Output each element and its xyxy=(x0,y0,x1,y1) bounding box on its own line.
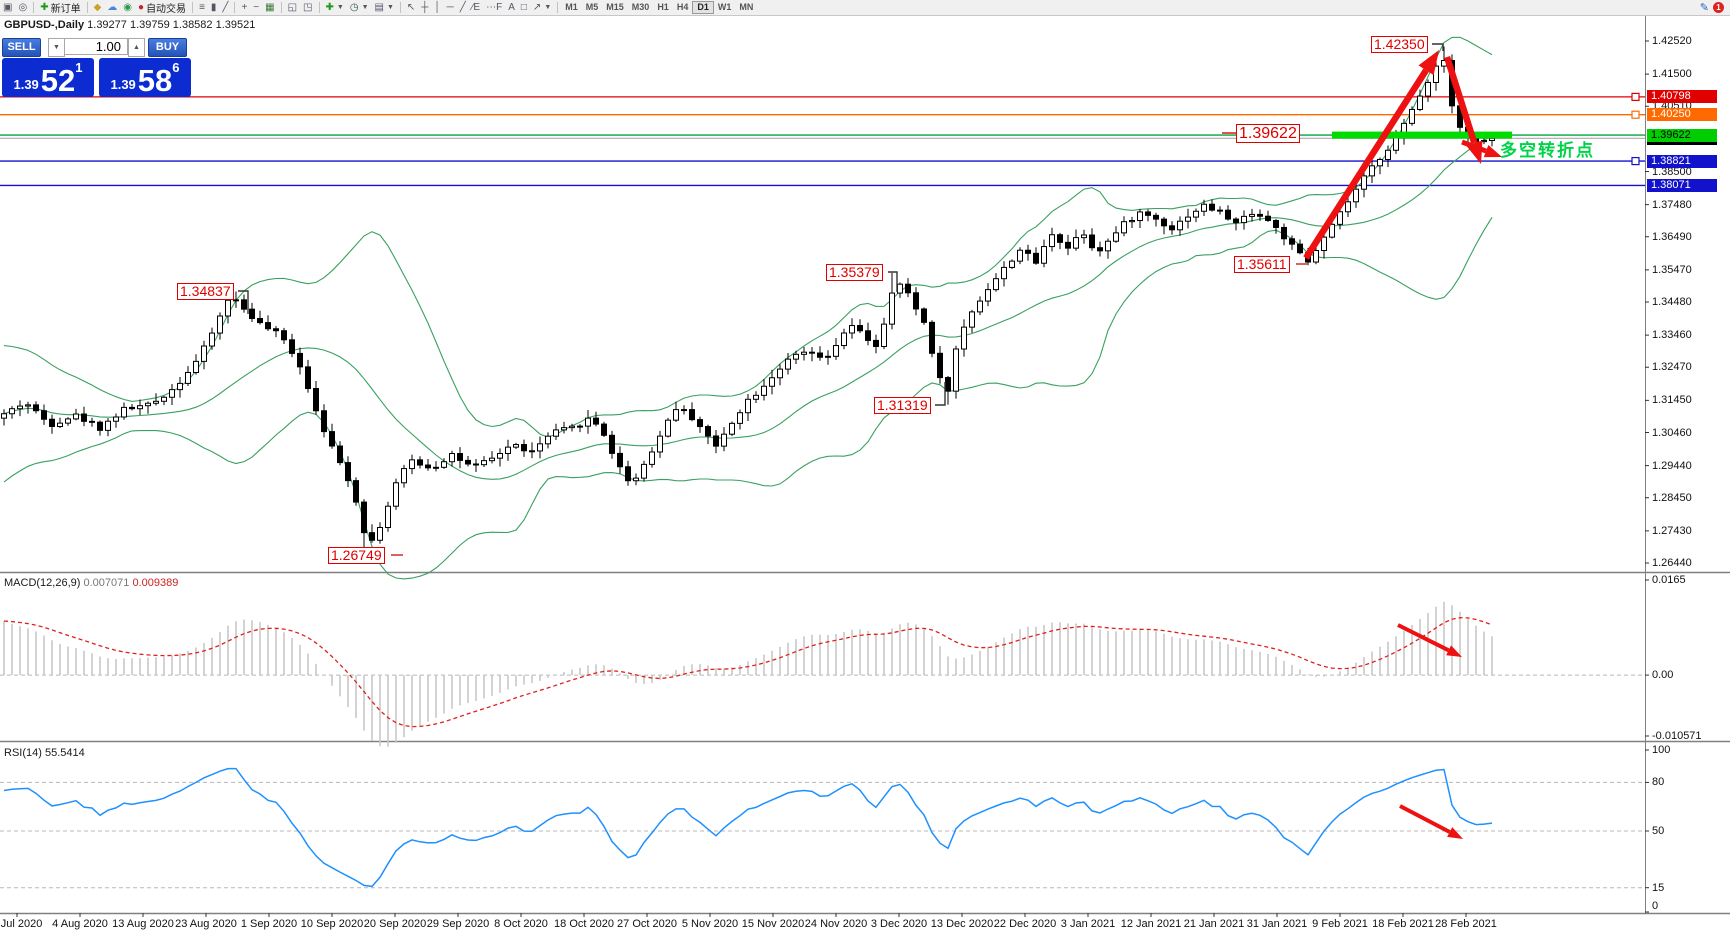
horizontal-line-icon[interactable]: ─ xyxy=(446,1,454,13)
toolbar-separator xyxy=(33,2,35,13)
fibonacci-icon[interactable]: ⋯F xyxy=(486,1,503,13)
trend-arrow-head xyxy=(1418,50,1439,76)
vertical-line-icon[interactable]: │ xyxy=(434,1,441,13)
sell-price-frac: 1.39 xyxy=(13,77,39,92)
autotrading-button[interactable]: ● 自动交易 xyxy=(138,1,187,16)
arrange-charts-icon[interactable]: ◱ xyxy=(287,1,298,13)
label-tool-icon[interactable]: □ xyxy=(520,1,527,13)
trend-arrow[interactable] xyxy=(1399,804,1451,834)
sell-price-tile[interactable]: 1.39 52 1 xyxy=(2,58,94,97)
timeframe-w1-button[interactable]: W1 xyxy=(717,2,732,12)
chart-ohlc: 1.39277 1.39759 1.38582 1.39521 xyxy=(87,19,256,31)
toolbar-separator xyxy=(234,2,236,13)
sell-price-big: 52 xyxy=(40,63,76,98)
timeframe-m30-button[interactable]: M30 xyxy=(631,2,650,12)
notification-badge[interactable]: 1 xyxy=(1713,2,1724,13)
tile-windows-icon[interactable]: ▦ xyxy=(265,1,275,13)
one-click-trading-panel: SELL ▼ ▲ BUY 1.39 52 1 1.39 58 6 xyxy=(2,38,194,98)
toolbar-separator xyxy=(318,2,320,13)
volume-input[interactable] xyxy=(64,38,128,55)
toolbar-separator xyxy=(192,2,194,13)
market-watch-icon[interactable]: ◆ xyxy=(93,1,102,13)
new-order-button[interactable]: ✚ 新订单 xyxy=(40,1,81,16)
volume-decrease-button[interactable]: ▼ xyxy=(48,38,65,57)
text-tool-icon[interactable]: A xyxy=(508,1,515,13)
timeframe-mn-button[interactable]: MN xyxy=(739,2,754,12)
trend-arrow-head xyxy=(1446,645,1462,657)
trend-arrow[interactable] xyxy=(1443,56,1478,145)
timeframe-m15-button[interactable]: M15 xyxy=(606,2,624,12)
template-menu-button[interactable]: ▤ ▼ xyxy=(374,1,394,13)
trend-arrow-head xyxy=(1483,144,1502,158)
cascade-charts-icon[interactable]: ◳ xyxy=(303,1,313,13)
arrow-tools-button[interactable]: ↗ ▼ xyxy=(532,1,552,13)
trend-arrow[interactable] xyxy=(1397,623,1450,653)
chart-symbol-period: GBPUSD-,Daily xyxy=(4,19,85,31)
macd-signal-line xyxy=(3,617,1493,728)
timeframe-h1-button[interactable]: H1 xyxy=(657,2,669,12)
signal-icon[interactable]: ◉ xyxy=(123,1,133,13)
chevron-down-icon: ▼ xyxy=(386,4,394,11)
buy-price-frac: 1.39 xyxy=(110,77,136,92)
crosshair-icon[interactable]: ┼ xyxy=(421,1,429,13)
trend-arrow[interactable] xyxy=(1303,68,1429,260)
chevron-down-icon: ▼ xyxy=(361,4,369,11)
sell-button[interactable]: SELL xyxy=(2,38,41,57)
timeframe-m5-button[interactable]: M5 xyxy=(585,2,599,12)
zoom-in-icon[interactable]: + xyxy=(241,1,248,13)
timeframe-d1-button[interactable]: D1 xyxy=(692,1,714,14)
buy-button[interactable]: BUY xyxy=(148,38,187,57)
buy-price-tile[interactable]: 1.39 58 6 xyxy=(99,58,191,97)
timeframe-h4-button[interactable]: H4 xyxy=(676,2,689,12)
trend-arrow-head xyxy=(1447,827,1463,839)
trend-arrow[interactable] xyxy=(1461,139,1487,154)
sell-price-pip: 1 xyxy=(75,60,83,75)
chart-profile-icon[interactable]: ◎ xyxy=(18,1,28,13)
add-indicator-button[interactable]: ✚ ▼ xyxy=(325,1,344,13)
trendline-icon[interactable]: ╱ xyxy=(459,1,466,13)
tools-icon[interactable]: ✎ xyxy=(1699,2,1709,14)
toolbar-separator xyxy=(280,2,282,13)
toolbar-separator xyxy=(557,2,559,13)
volume-increase-button[interactable]: ▲ xyxy=(128,38,145,57)
new-chart-icon[interactable]: ▣ xyxy=(3,1,13,13)
timeframe-m1-button[interactable]: M1 xyxy=(565,2,578,12)
zoom-out-icon[interactable]: − xyxy=(253,1,260,13)
toolbar-separator xyxy=(399,2,401,13)
bar-chart-icon[interactable]: ≡ xyxy=(199,1,205,13)
line-chart-icon[interactable]: ╱ xyxy=(222,1,229,13)
rsi-line xyxy=(3,767,1493,888)
cloud-icon[interactable]: ☁ xyxy=(107,1,118,13)
period-menu-button[interactable]: ◷ ▼ xyxy=(349,1,369,13)
buy-price-pip: 6 xyxy=(172,60,180,75)
buy-price-big: 58 xyxy=(137,63,173,98)
channel-icon[interactable]: ∕E xyxy=(471,1,481,13)
toolbar-separator xyxy=(86,2,88,13)
chevron-down-icon: ▼ xyxy=(336,4,344,11)
candlestick-chart-icon[interactable]: ▮ xyxy=(210,1,217,13)
bollinger-lower xyxy=(3,217,1493,580)
chart-title: GBPUSD-,Daily 1.39277 1.39759 1.38582 1.… xyxy=(4,19,255,31)
bollinger-upper xyxy=(3,36,1493,438)
chevron-down-icon: ▼ xyxy=(544,4,552,11)
cursor-icon[interactable]: ↖ xyxy=(406,1,416,13)
toolbar: ▣ ◎ ✚ 新订单 ◆ ☁ ◉ ● 自动交易 ≡ ▮ ╱ + − ▦ ◱ ◳ ✚ ▼ ◷ ▼ ▤ ▼ ↖ ┼ │ ─ ╱ ∕E ⋯F A □ ↗… xyxy=(0,0,1730,16)
support-band[interactable] xyxy=(1332,131,1512,139)
